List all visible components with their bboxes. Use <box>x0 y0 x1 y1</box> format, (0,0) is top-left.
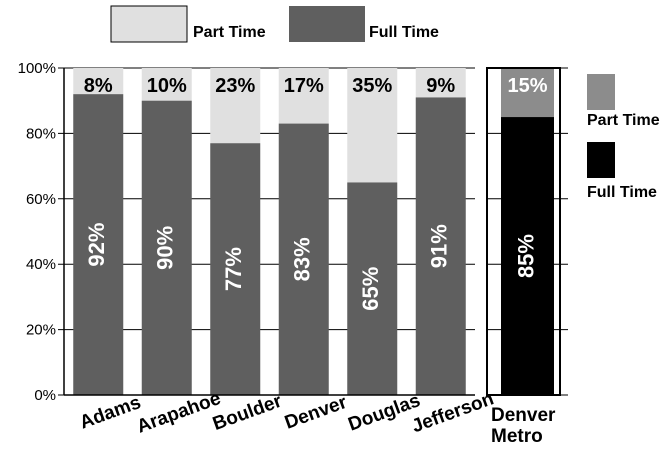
bar-full-time <box>347 182 398 395</box>
y-tick-label: 100% <box>18 60 56 77</box>
category-label: Boulder <box>210 390 285 434</box>
legend-swatch-part-time <box>110 5 188 43</box>
legend-swatch-part-time <box>587 74 615 110</box>
metro-bars: 15% 85% <box>501 68 554 396</box>
bar-full-time <box>501 117 554 396</box>
y-tick-label: 60% <box>26 191 56 208</box>
bar-part-time <box>141 68 192 101</box>
data-label-part-time: 17% <box>284 75 324 97</box>
bar-part-time <box>278 68 329 124</box>
bar-part-time <box>415 68 466 98</box>
y-tick-label: 40% <box>26 256 56 273</box>
bar-part-time <box>501 68 554 118</box>
legend-top: Part Time Full Time <box>110 5 439 43</box>
category-label: Adams <box>77 392 144 433</box>
data-label-full-time: 85% <box>513 234 538 278</box>
bar-full-time <box>415 97 466 396</box>
data-label-full-time: 77% <box>221 247 246 291</box>
bar-full-time <box>73 94 124 395</box>
category-label: Douglas <box>346 390 424 435</box>
y-tick-label: 0% <box>34 387 56 404</box>
plot-frames <box>63 67 561 396</box>
legend-label-part-time: Part Time <box>587 112 660 129</box>
bar-part-time <box>73 68 124 95</box>
legend-swatch-full-time <box>587 142 615 178</box>
bar-part-time <box>347 68 398 183</box>
bar-full-time <box>210 143 261 395</box>
data-label-part-time: 8% <box>84 75 113 97</box>
data-label-part-time: 15% <box>507 75 547 97</box>
x-axis-labels: AdamsArapahoeBoulderDenverDouglasJeffers… <box>77 388 556 447</box>
data-label-full-time: 92% <box>84 223 109 267</box>
legend-label-full-time: Full Time <box>369 24 439 41</box>
category-label: Metro <box>491 426 543 447</box>
y-tick-label: 20% <box>26 322 56 339</box>
legend-right: Part Time Full Time <box>587 74 660 201</box>
y-tick-label: 80% <box>26 125 56 142</box>
bar-part-time <box>210 68 261 144</box>
legend-label-full-time: Full Time <box>587 184 657 201</box>
data-label-full-time: 91% <box>427 224 452 268</box>
data-label-full-time: 83% <box>290 237 315 281</box>
metro-frame <box>486 67 561 396</box>
data-label-full-time: 65% <box>358 267 383 311</box>
y-axis: 0% 20% 40% 60% 80% 100% <box>18 60 56 404</box>
bar-full-time <box>278 123 329 395</box>
data-label-part-time: 35% <box>352 75 392 97</box>
county-bars: 8% 92% 10% 90% 23% 77% 17% 83% 35% 65% 9% 91% <box>73 68 466 396</box>
bar-full-time <box>141 100 192 395</box>
data-label-part-time: 9% <box>426 75 455 97</box>
data-label-part-time: 23% <box>215 75 255 97</box>
data-label-part-time: 10% <box>147 75 187 97</box>
data-label-full-time: 90% <box>153 226 178 270</box>
legend-label-part-time: Part Time <box>193 24 266 41</box>
category-label: Denver <box>282 392 350 434</box>
category-label: Denver <box>491 405 556 426</box>
legend-swatch-full-time <box>289 6 365 42</box>
